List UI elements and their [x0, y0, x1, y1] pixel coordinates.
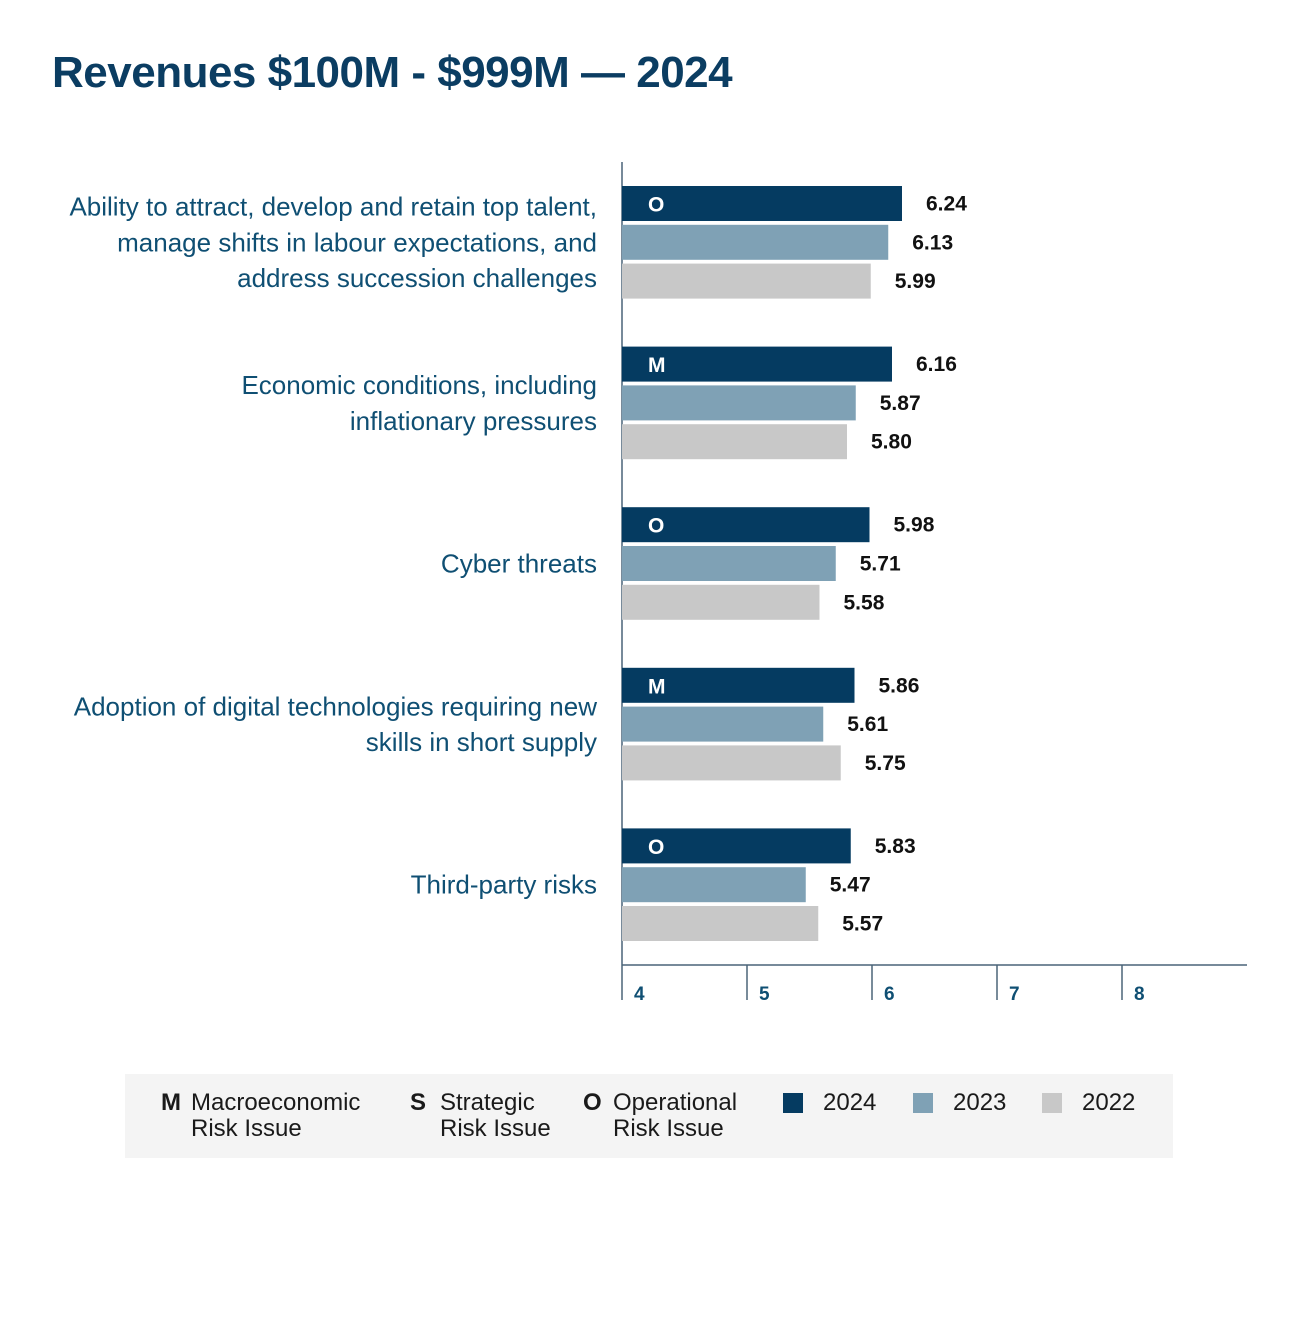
category-label: Adoption of digital technologies requiri… — [74, 691, 597, 721]
chart-title: Revenues $100M - $999M — 2024 — [52, 48, 733, 97]
category-label: skills in short supply — [366, 727, 597, 757]
legend-item-operational: O Operational Risk Issue — [583, 1090, 737, 1142]
legend-item-2022: 2022 — [1042, 1090, 1135, 1116]
bar-2022-3 — [622, 584, 820, 620]
category-label: address succession challenges — [237, 263, 597, 293]
legend-year-label: 2024 — [823, 1089, 877, 1116]
value-label: 5.80 — [871, 431, 912, 454]
category-label: manage shifts in labour expectations, an… — [117, 227, 597, 257]
value-label: 5.71 — [860, 553, 901, 576]
value-label: 5.87 — [880, 392, 921, 415]
legend-label: Risk Issue — [440, 1115, 551, 1142]
value-label: 5.47 — [830, 874, 871, 897]
bar-2022-5 — [622, 906, 819, 941]
value-label: 5.83 — [875, 835, 916, 858]
value-label: 6.16 — [916, 353, 957, 376]
legend-code-s: S — [410, 1089, 427, 1116]
bar-2023-4 — [622, 706, 824, 742]
bar-2024-1 — [622, 186, 902, 221]
bar-2022-4 — [622, 745, 841, 781]
legend-year-label: 2022 — [1082, 1089, 1136, 1116]
legend-label: Risk Issue — [191, 1115, 302, 1142]
risk-type-badge: O — [648, 194, 664, 217]
risk-type-badge: M — [648, 675, 666, 698]
bar-2023-5 — [622, 867, 806, 903]
category-label: Ability to attract, develop and retain t… — [69, 192, 597, 222]
value-label: 5.98 — [894, 514, 935, 537]
x-tick-label: 4 — [634, 984, 645, 1005]
legend-year-label: 2023 — [953, 1089, 1007, 1116]
x-tick-label: 5 — [759, 984, 770, 1005]
legend-code-o: O — [583, 1089, 602, 1116]
legend: M Macroeconomic Risk Issue S Strategic R… — [125, 1074, 1173, 1158]
value-label: 5.57 — [842, 913, 883, 936]
bar-2022-1 — [622, 263, 871, 299]
legend-swatch-2023 — [913, 1093, 933, 1113]
legend-label: Strategic — [440, 1089, 535, 1116]
value-label: 5.86 — [879, 674, 920, 697]
legend-item-macroeconomic: M Macroeconomic Risk Issue — [161, 1090, 360, 1142]
risk-type-badge: O — [648, 515, 664, 538]
legend-code-m: M — [161, 1089, 181, 1116]
value-label: 5.61 — [847, 713, 888, 736]
value-label: 5.75 — [865, 752, 906, 775]
legend-label: Risk Issue — [613, 1115, 724, 1142]
value-label: 6.24 — [926, 193, 967, 216]
bar-2024-2 — [622, 346, 892, 382]
legend-swatch-2024 — [783, 1093, 803, 1113]
legend-label: Macroeconomic — [191, 1089, 361, 1116]
bar-2022-2 — [622, 424, 847, 460]
risk-type-badge: O — [648, 836, 664, 859]
legend-item-2024: 2024 — [783, 1090, 876, 1116]
category-label: inflationary pressures — [350, 406, 597, 436]
legend-label: Operational — [613, 1089, 738, 1116]
bar-2023-3 — [622, 546, 836, 581]
value-label: 6.13 — [912, 231, 953, 254]
risk-type-badge: M — [648, 354, 666, 377]
bar-2024-4 — [622, 667, 855, 703]
x-tick-label: 7 — [1009, 984, 1020, 1005]
category-label: Cyber threats — [441, 549, 597, 579]
bar-2023-2 — [622, 385, 856, 421]
bar-2023-1 — [622, 224, 889, 260]
bar-2024-3 — [622, 507, 870, 543]
bar-chart: 6.24 6.13 5.99 O Ability to attract, develop… — [69, 162, 1247, 1005]
legend-item-2023: 2023 — [913, 1090, 1006, 1116]
category-label: Third-party risks — [411, 870, 597, 900]
value-label: 5.58 — [844, 591, 885, 614]
legend-item-strategic: S Strategic Risk Issue — [410, 1090, 551, 1142]
x-tick-label: 6 — [884, 984, 895, 1005]
value-label: 5.99 — [895, 270, 936, 293]
category-label: Economic conditions, including — [241, 370, 597, 400]
legend-swatch-2022 — [1042, 1093, 1062, 1113]
x-tick-label: 8 — [1134, 984, 1145, 1005]
bar-2024-5 — [622, 828, 851, 864]
